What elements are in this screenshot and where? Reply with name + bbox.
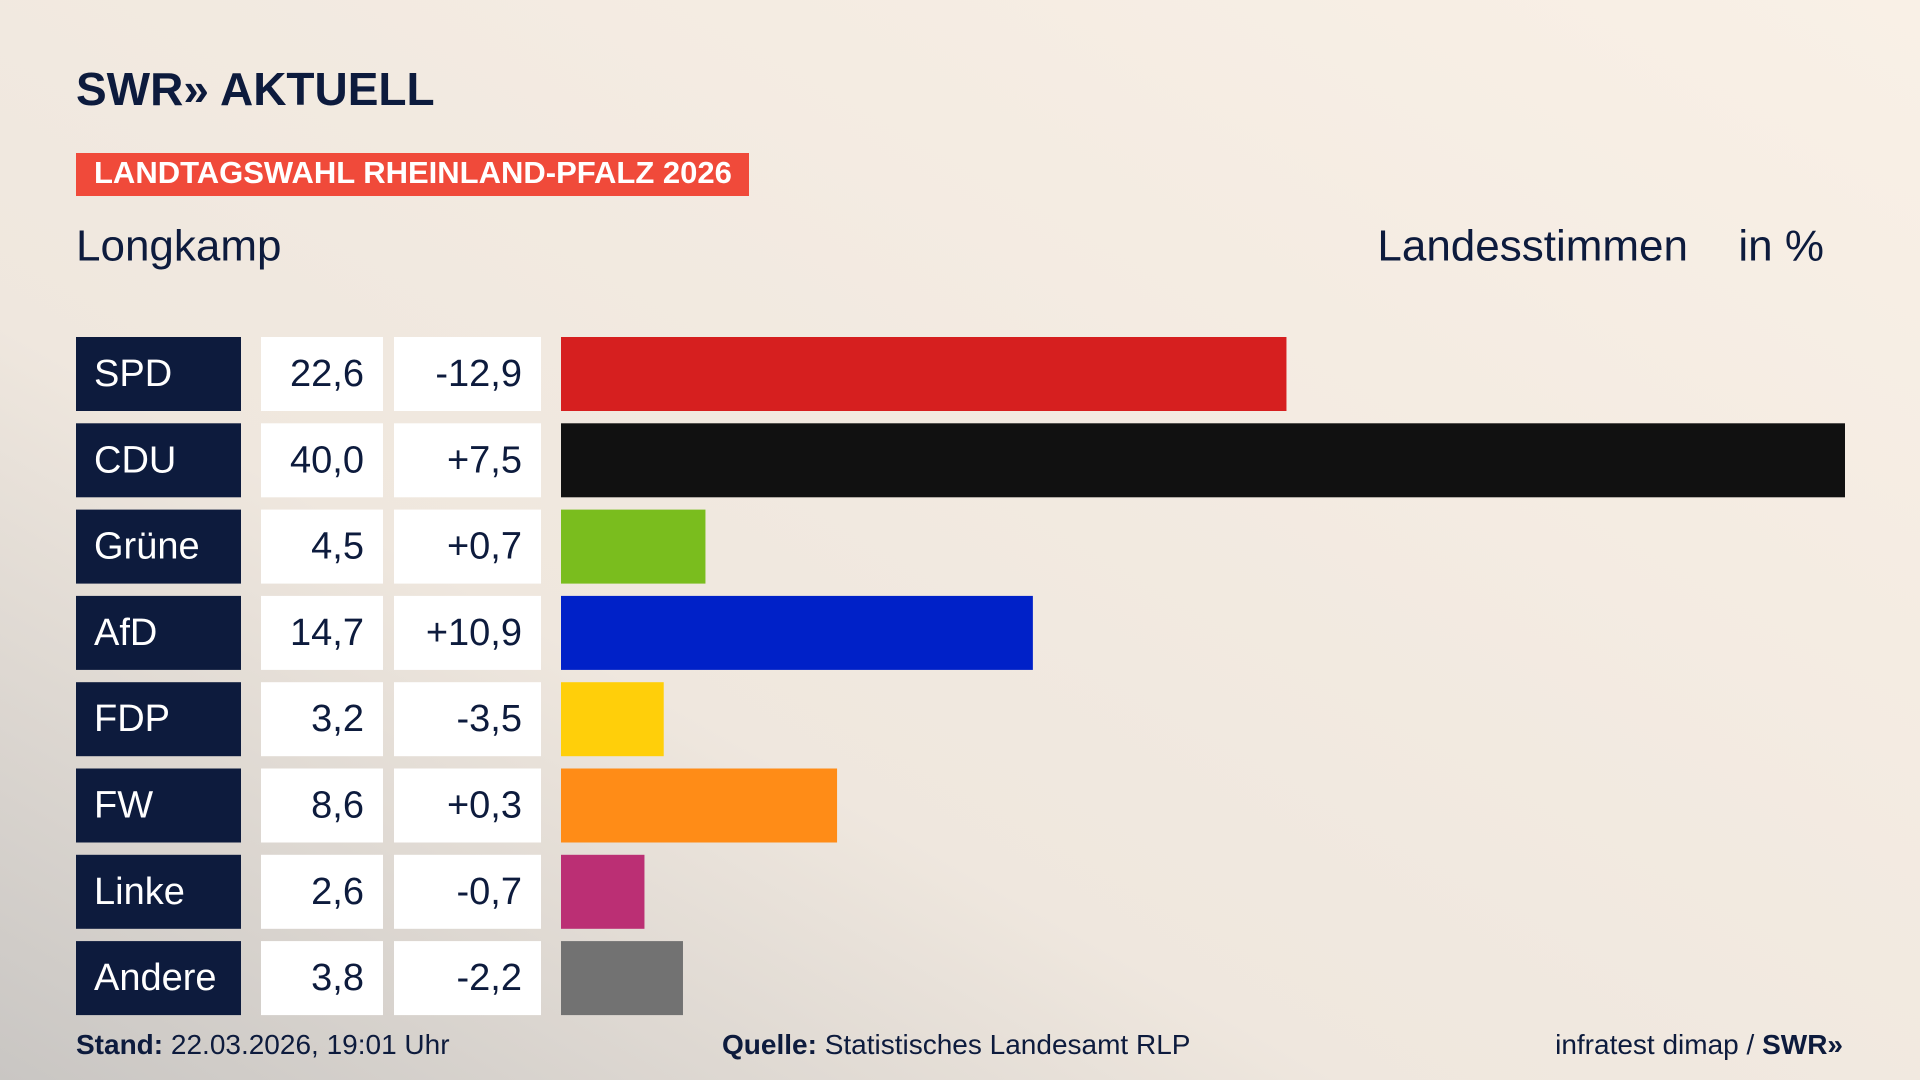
party-label: CDU bbox=[94, 439, 176, 481]
value-cell bbox=[261, 768, 383, 843]
value-text: 3,2 bbox=[311, 698, 364, 740]
value-cell bbox=[261, 423, 383, 498]
value-text: 40,0 bbox=[290, 439, 364, 481]
party-box bbox=[76, 854, 241, 929]
change-cell bbox=[394, 595, 541, 670]
value-cell bbox=[261, 595, 383, 670]
value-cell bbox=[261, 509, 383, 584]
footer-credit: infratest dimap / SWR» bbox=[1555, 1029, 1843, 1060]
party-box bbox=[76, 768, 241, 843]
party-box bbox=[76, 423, 241, 498]
change-cell bbox=[394, 423, 541, 498]
value-text: 3,8 bbox=[311, 957, 364, 999]
unit-label: in % bbox=[1738, 222, 1824, 271]
credit-brand: SWR» bbox=[1762, 1029, 1843, 1060]
stand-label: Stand: bbox=[76, 1029, 163, 1060]
change-text: -0,7 bbox=[457, 871, 522, 913]
value-text: 22,6 bbox=[290, 353, 364, 395]
bar bbox=[561, 423, 1845, 498]
change-text: +10,9 bbox=[426, 612, 522, 654]
value-text: 14,7 bbox=[290, 612, 364, 654]
change-cell bbox=[394, 941, 541, 1016]
change-cell bbox=[394, 509, 541, 584]
value-label: Landesstimmen bbox=[1377, 222, 1688, 271]
value-cell bbox=[261, 337, 383, 411]
value-cell bbox=[261, 941, 383, 1016]
bar bbox=[561, 854, 645, 929]
bar bbox=[561, 337, 1287, 411]
party-label: FDP bbox=[94, 698, 170, 740]
party-box bbox=[76, 509, 241, 584]
change-cell bbox=[394, 854, 541, 929]
change-text: -2,2 bbox=[457, 957, 522, 999]
party-label: Grüne bbox=[94, 526, 200, 568]
change-text: -3,5 bbox=[457, 698, 522, 740]
party-label: Linke bbox=[94, 871, 185, 913]
party-box bbox=[76, 595, 241, 670]
party-label: AfD bbox=[94, 612, 157, 654]
party-label: Andere bbox=[94, 957, 217, 999]
bar bbox=[561, 682, 664, 757]
change-text: +7,5 bbox=[447, 439, 522, 481]
value-text: 4,5 bbox=[311, 526, 364, 568]
value-text: 2,6 bbox=[311, 871, 364, 913]
change-cell bbox=[394, 337, 541, 411]
logo: SWR» AKTUELL bbox=[76, 63, 435, 115]
bar bbox=[561, 768, 838, 843]
footer-stand: Stand: 22.03.2026, 19:01 Uhr bbox=[76, 1029, 450, 1060]
source: Statistisches Landesamt RLP bbox=[825, 1029, 1191, 1060]
bar bbox=[561, 595, 1033, 670]
change-cell bbox=[394, 682, 541, 757]
value-text: 8,6 bbox=[311, 785, 364, 827]
party-box bbox=[76, 941, 241, 1016]
party-label: FW bbox=[94, 785, 153, 827]
subtitle: Longkamp bbox=[76, 222, 281, 271]
footer-source: Quelle: Statistisches Landesamt RLP bbox=[722, 1029, 1190, 1060]
change-text: +0,3 bbox=[447, 785, 522, 827]
party-box bbox=[76, 682, 241, 757]
credit: infratest dimap / bbox=[1555, 1029, 1754, 1060]
chart-title: LANDTAGSWAHL RHEINLAND-PFALZ 2026 bbox=[94, 155, 732, 190]
value-cell bbox=[261, 854, 383, 929]
change-text: +0,7 bbox=[447, 526, 522, 568]
bar bbox=[561, 941, 683, 1016]
stand: 22.03.2026, 19:01 Uhr bbox=[171, 1029, 450, 1060]
party-box bbox=[76, 337, 241, 411]
change-cell bbox=[394, 768, 541, 843]
title-badge bbox=[76, 153, 749, 196]
source-label: Quelle: bbox=[722, 1029, 817, 1060]
change-text: -12,9 bbox=[435, 353, 522, 395]
bar bbox=[561, 509, 706, 584]
value-cell bbox=[261, 682, 383, 757]
party-label: SPD bbox=[94, 353, 172, 395]
